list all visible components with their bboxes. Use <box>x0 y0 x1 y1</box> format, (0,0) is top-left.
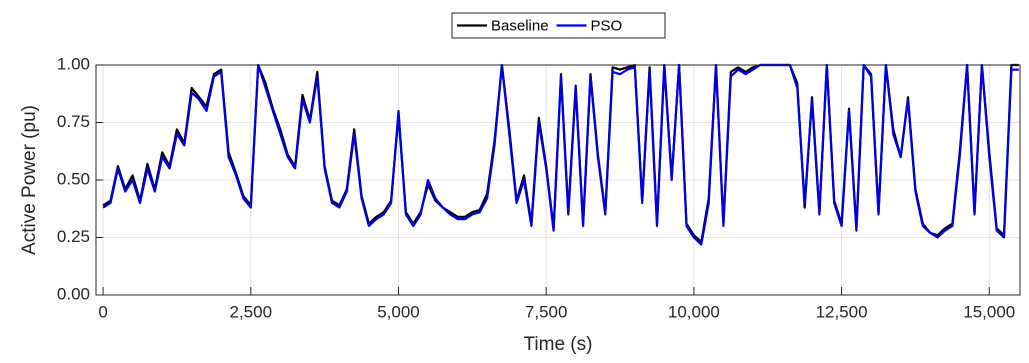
x-tick-label: 7,500 <box>525 302 568 321</box>
y-tick-label: 0.00 <box>57 284 90 303</box>
y-tick-label: 1.00 <box>57 54 90 73</box>
legend-label: PSO <box>591 17 623 34</box>
data-line <box>102 63 1019 246</box>
x-tick-label: 15,000 <box>963 302 1015 321</box>
y-tick-label: 0.50 <box>57 169 90 188</box>
x-tick-label: 2,500 <box>230 302 273 321</box>
x-axis-label: Time (s) <box>524 334 593 355</box>
x-tick-label: 12,500 <box>816 302 868 321</box>
legend-label: Baseline <box>491 17 549 34</box>
x-tick-label: 10,000 <box>668 302 720 321</box>
y-axis-label: Active Power (pu) <box>19 105 40 255</box>
plot-frame <box>95 64 1021 296</box>
legend: Baseline PSO <box>451 12 666 39</box>
x-tick-label: 0 <box>98 302 107 321</box>
legend-box <box>451 12 666 39</box>
y-tick-label: 0.25 <box>57 227 90 246</box>
x-tick-label: 5,000 <box>377 302 420 321</box>
y-tick-label: 0.75 <box>57 112 90 131</box>
